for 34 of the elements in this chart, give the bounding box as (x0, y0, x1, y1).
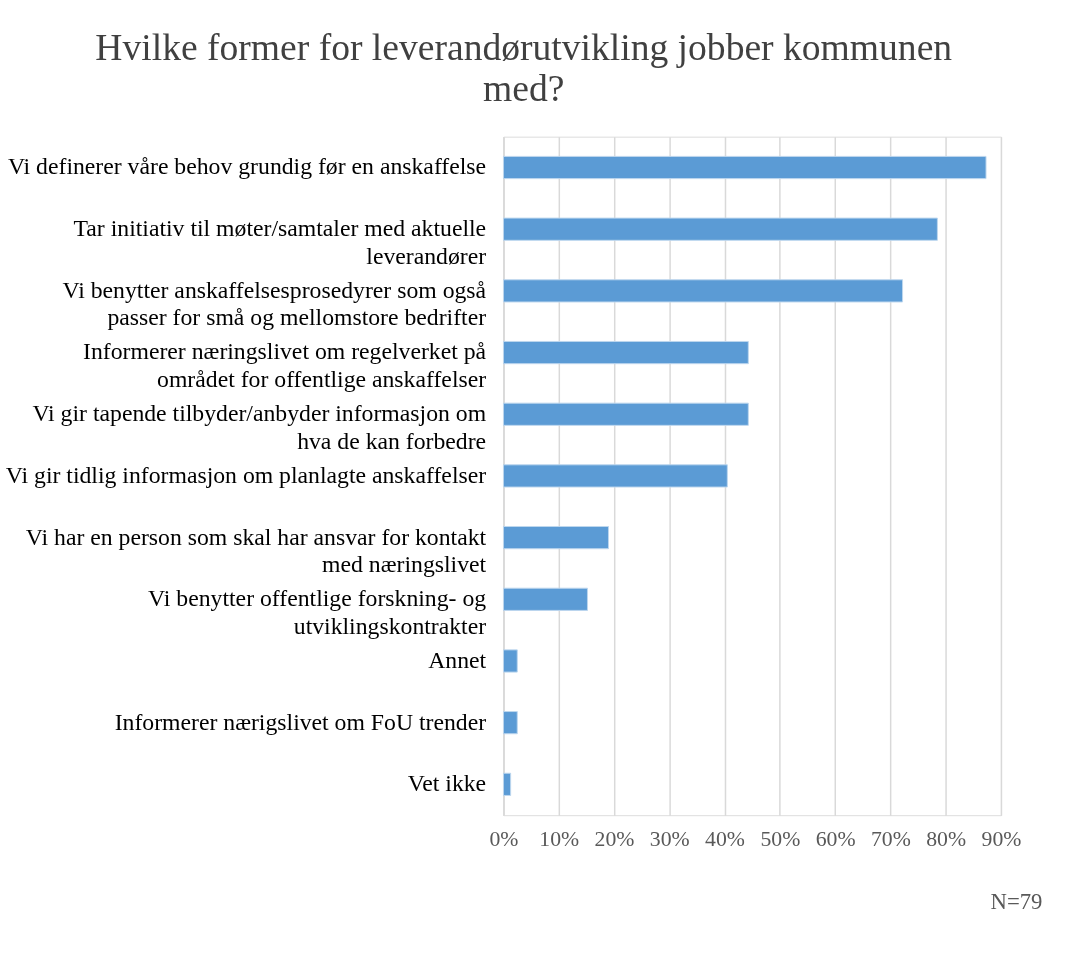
x-tick-label: 50% (760, 827, 801, 852)
y-tick-label: Vet ikke (407, 770, 487, 797)
bar (502, 340, 749, 365)
x-tick-label: 60% (815, 827, 856, 852)
y-tick-label: Informerer nærigslivet om FoU trender (114, 708, 487, 735)
x-tick-label: 20% (594, 827, 635, 852)
y-tick-label: Vi definerer våre behov grundig før en anskaffelse (7, 153, 487, 180)
bar (502, 217, 938, 241)
y-tick-label: Vi benytter anskaffelsesprosedyrer som også passer for små og mellomstore bedrifter (62, 276, 487, 331)
bar (502, 649, 518, 673)
bar (502, 402, 749, 426)
y-tick-label: Vi benytter offentlige forskning- og utviklingskontrakter (148, 585, 487, 639)
x-tick-label: 70% (870, 827, 911, 852)
y-tick-label: Vi har en person som skal har ansvar for kontakt med næringslivet (25, 523, 487, 578)
bar (502, 526, 609, 550)
bar (502, 155, 987, 180)
chart-title: Hvilke former for leverandørutvikling jobber kommunen med? (95, 26, 953, 110)
x-tick-label: 0% (489, 827, 519, 852)
x-tick-label: 30% (649, 827, 690, 852)
x-tick-label: 90% (981, 827, 1022, 852)
bar (502, 587, 588, 611)
x-tick-label: 80% (926, 827, 967, 852)
x-tick-label: 10% (539, 827, 580, 852)
bar (502, 772, 512, 796)
y-tick-label: Vi gir tapende tilbyder/anbyder informasjon om hva de kan forbedre (32, 400, 487, 454)
bar (502, 464, 728, 488)
y-tick-label: Tar initiativ til møter/samtaler med aktuelle leverandører (73, 215, 487, 269)
y-tick-label: Vi gir tidlig informasjon om planlagte anskaffelser (5, 461, 487, 488)
bar (502, 711, 518, 735)
y-tick-label: Informerer næringslivet om regelverket på området for offentlige anskaffelser (83, 338, 487, 393)
bar (502, 279, 904, 303)
text: N=79 (990, 889, 1043, 915)
y-tick-label: Annet (428, 646, 487, 673)
x-tick-label: 40% (705, 827, 745, 852)
